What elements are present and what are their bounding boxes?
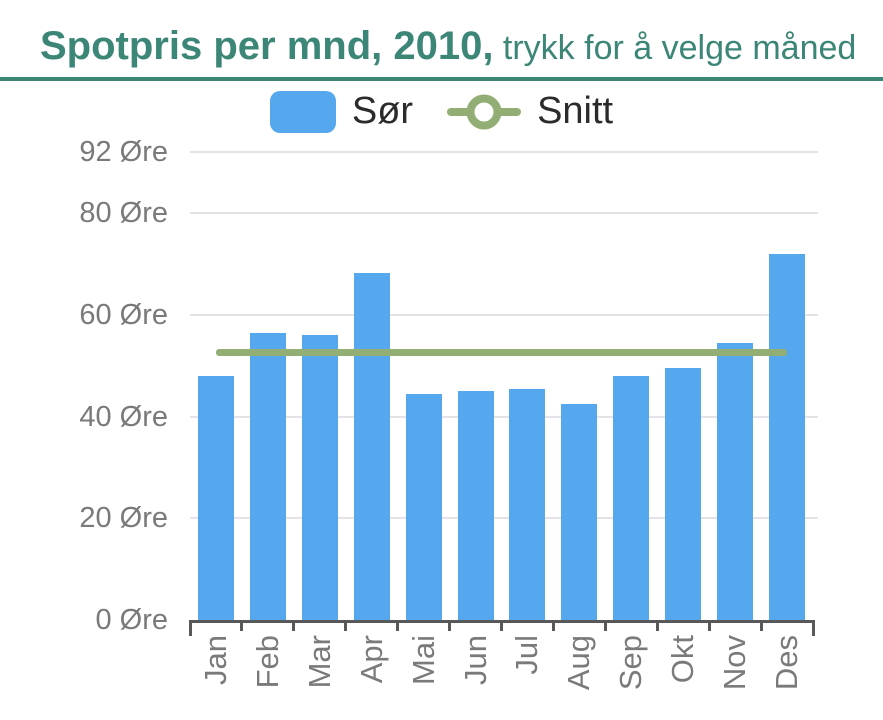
bar-jul[interactable] (509, 388, 546, 620)
bar-jan[interactable] (197, 375, 234, 620)
bar-mai[interactable] (405, 393, 442, 620)
y-axis-label-80: 80 Øre (79, 197, 168, 230)
gridline-40 (190, 415, 818, 418)
snitt-line-marker-icon (447, 92, 522, 132)
x-axis-tick (707, 620, 711, 631)
x-axis-label-feb: Feb (249, 635, 285, 689)
legend-label-snitt: Snitt (537, 90, 614, 132)
y-axis-label-60: 60 Øre (79, 298, 168, 331)
x-axis-tick (396, 620, 400, 631)
y-axis-label-0: 0 Øre (95, 604, 168, 636)
x-axis-label-aug: Aug (561, 635, 597, 691)
title-divider (0, 77, 883, 81)
x-axis-tick (759, 620, 763, 631)
y-axis-label-20: 20 Øre (79, 502, 168, 535)
x-axis-tick (344, 620, 348, 631)
gridline-80 (190, 212, 818, 215)
x-axis-tick (240, 620, 244, 631)
x-axis-tick (292, 620, 296, 631)
x-axis-tick (188, 620, 192, 636)
legend-item-snitt[interactable]: Snitt (447, 90, 613, 133)
x-axis-label-nov: Nov (717, 635, 753, 691)
bar-nov[interactable] (717, 342, 754, 620)
x-axis-label-jan: Jan (197, 635, 233, 685)
title-hint: trykk for å velge måned (493, 29, 857, 67)
x-axis-tick (551, 620, 555, 631)
x-axis-tick (655, 620, 659, 631)
x-axis-tick (603, 620, 607, 631)
bar-apr[interactable] (353, 272, 390, 620)
gridline-20 (190, 517, 818, 520)
gridline-92 (190, 151, 818, 153)
chart-legend: Sør Snitt (0, 90, 883, 133)
page-title: Spotpris per mnd, 2010, trykk for å velg… (40, 24, 856, 69)
x-axis-tick (448, 620, 452, 631)
x-axis-label-okt: Okt (665, 635, 701, 684)
bar-feb[interactable] (249, 332, 286, 620)
x-axis-tick (811, 620, 815, 636)
title-main: Spotpris per mnd, 2010, (40, 24, 494, 68)
bar-sep[interactable] (613, 375, 650, 620)
gridline-60 (190, 313, 818, 316)
x-axis-label-jul: Jul (509, 635, 545, 675)
x-axis-label-apr: Apr (353, 635, 389, 684)
snitt-marker-circle (466, 94, 502, 129)
bar-jun[interactable] (457, 391, 494, 620)
y-axis-label-92: 92 Øre (79, 136, 168, 168)
x-axis-label-jun: Jun (457, 635, 493, 685)
snitt-average-line (215, 349, 788, 357)
x-axis-tick (500, 620, 503, 631)
legend-item-sor[interactable]: Sør (269, 90, 414, 133)
bar-okt[interactable] (665, 368, 702, 620)
x-axis-label-sep: Sep (613, 635, 649, 691)
x-axis-label-mar: Mar (301, 635, 337, 689)
y-axis-label-40: 40 Øre (79, 400, 168, 433)
sor-bar-swatch-icon (269, 90, 336, 133)
bar-mar[interactable] (301, 335, 338, 620)
bar-aug[interactable] (561, 403, 598, 620)
bar-des[interactable] (769, 253, 806, 620)
x-axis-label-mai: Mai (405, 635, 441, 685)
legend-label-sor: Sør (351, 90, 414, 132)
x-axis-label-des: Des (769, 635, 805, 691)
